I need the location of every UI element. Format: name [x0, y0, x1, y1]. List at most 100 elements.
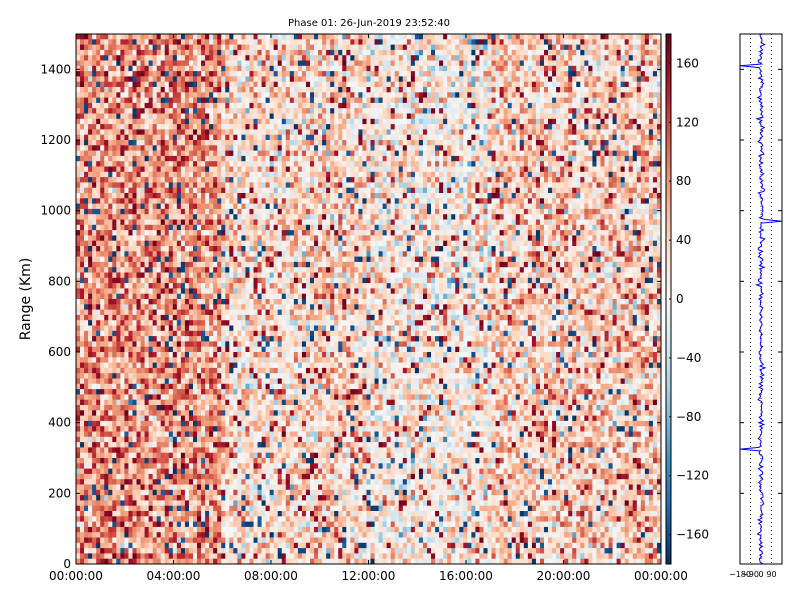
heatmap-cell — [172, 203, 178, 210]
heatmap-cell — [273, 479, 279, 485]
heatmap-cell — [221, 55, 226, 61]
heatmap-cell — [209, 65, 214, 72]
heatmap-cell — [217, 378, 222, 385]
heatmap-cell — [160, 458, 166, 464]
heatmap-cell — [88, 76, 93, 83]
heatmap-cell — [80, 203, 85, 210]
heatmap-cell — [92, 76, 97, 83]
heatmap-cell — [80, 410, 85, 416]
heatmap-cell — [160, 436, 166, 443]
heatmap-cell — [96, 458, 101, 464]
heatmap-cell — [265, 378, 271, 385]
heatmap-cell — [249, 267, 254, 273]
heatmap-cell — [132, 431, 137, 438]
heatmap-cell — [168, 97, 174, 104]
heatmap-cell — [172, 473, 178, 480]
heatmap-cell — [156, 256, 162, 263]
heatmap-cell — [197, 118, 202, 125]
heatmap-cell — [233, 235, 238, 242]
heatmap-cell — [209, 235, 214, 242]
heatmap-cell — [128, 198, 133, 204]
heatmap-cell — [257, 357, 262, 363]
heatmap-cell — [205, 405, 210, 411]
heatmap-cell — [120, 214, 125, 220]
heatmap-cell — [261, 299, 267, 305]
heatmap-cell — [237, 314, 242, 321]
heatmap-cell — [269, 362, 275, 369]
heatmap-cell — [213, 495, 218, 501]
heatmap-cell — [112, 431, 117, 438]
heatmap-cell — [116, 140, 121, 146]
heatmap-cell — [188, 39, 194, 45]
heatmap-cell — [225, 193, 230, 199]
heatmap-cell — [92, 81, 97, 88]
heatmap-cell — [245, 426, 250, 432]
heatmap-cell — [116, 60, 121, 67]
heatmap-cell — [164, 320, 170, 326]
heatmap-cell — [120, 134, 125, 141]
heatmap-cell — [188, 458, 194, 464]
heatmap-cell — [273, 526, 279, 533]
heatmap-cell — [273, 219, 279, 226]
heatmap-cell — [257, 230, 262, 236]
heatmap-cell — [124, 171, 129, 178]
heatmap-cell — [176, 150, 182, 157]
heatmap-cell — [265, 511, 271, 517]
heatmap-cell — [80, 346, 85, 353]
heatmap-cell — [84, 410, 89, 416]
heatmap-cell — [209, 150, 214, 157]
heatmap-cell — [241, 468, 246, 475]
heatmap-cell — [156, 415, 162, 422]
heatmap-cell — [184, 537, 190, 544]
heatmap-cell — [217, 97, 222, 104]
heatmap-cell — [229, 373, 234, 379]
heatmap-cell — [92, 479, 97, 485]
heatmap-cell — [76, 150, 81, 157]
heatmap-cell — [160, 558, 166, 565]
heatmap-cell — [88, 87, 93, 93]
heatmap-cell — [176, 463, 182, 469]
heatmap-cell — [108, 309, 113, 316]
heatmap-cell — [144, 208, 150, 215]
heatmap-cell — [108, 442, 113, 448]
heatmap-cell — [96, 193, 101, 199]
heatmap-cell — [120, 473, 125, 480]
heatmap-cell — [217, 500, 222, 507]
heatmap-cell — [233, 537, 238, 544]
heatmap-cell — [124, 548, 129, 554]
heatmap-cell — [124, 34, 129, 40]
heatmap-cell — [201, 87, 206, 93]
heatmap-cell — [152, 44, 158, 51]
heatmap-cell — [140, 442, 145, 448]
heatmap-cell — [116, 267, 121, 273]
heatmap-cell — [249, 171, 254, 178]
heatmap-cell — [184, 97, 190, 104]
heatmap-cell — [193, 473, 198, 480]
heatmap-cell — [108, 49, 113, 56]
heatmap-cell — [233, 415, 238, 422]
heatmap-cell — [269, 224, 275, 231]
heatmap-cell — [124, 155, 129, 162]
heatmap-cell — [136, 124, 141, 130]
heatmap-cell — [140, 166, 145, 173]
heatmap-cell — [213, 537, 218, 544]
heatmap-cell — [172, 558, 178, 565]
heatmap-cell — [88, 511, 93, 517]
heatmap-cell — [124, 410, 129, 416]
heatmap-cell — [253, 484, 258, 491]
heatmap-cell — [136, 193, 141, 199]
heatmap-cell — [156, 325, 162, 332]
heatmap-cell — [273, 473, 279, 480]
heatmap-cell — [184, 256, 190, 263]
heatmap-cell — [88, 341, 93, 348]
heatmap-cell — [120, 479, 125, 485]
heatmap-cell — [221, 235, 226, 242]
heatmap-cell — [257, 283, 262, 289]
heatmap-cell — [144, 55, 150, 61]
heatmap-cell — [176, 394, 182, 401]
heatmap-cell — [84, 187, 89, 194]
heatmap-cell — [273, 420, 279, 427]
heatmap-cell — [108, 44, 113, 51]
heatmap-cell — [80, 256, 85, 263]
heatmap-cell — [221, 155, 226, 162]
